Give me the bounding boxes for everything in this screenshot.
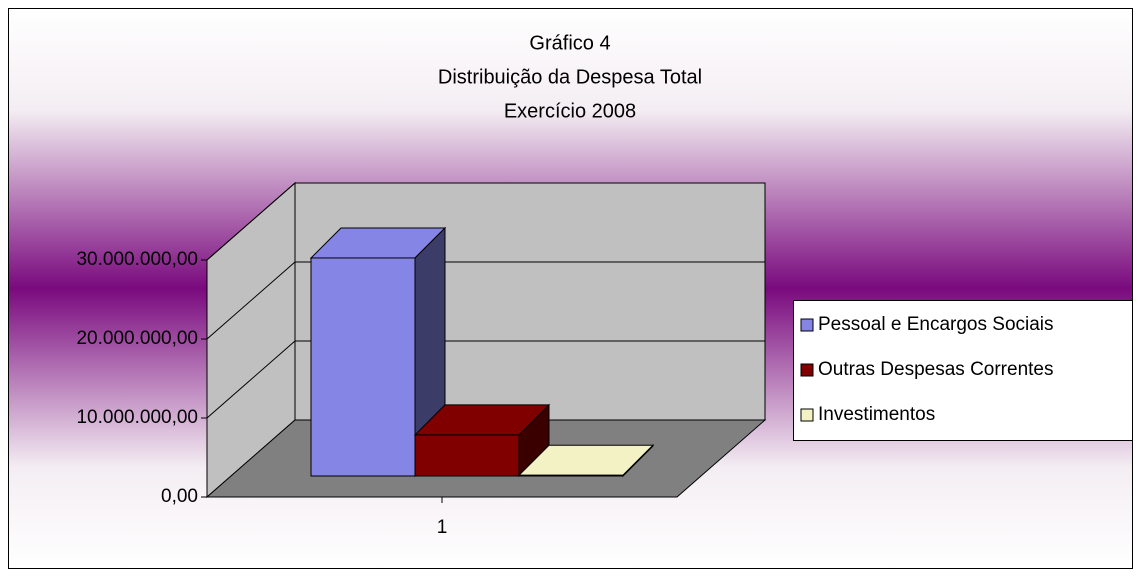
bar xyxy=(518,474,624,477)
bar-side-shade xyxy=(623,445,653,476)
y-tick-label: 30.000.000,00 xyxy=(76,249,198,270)
y-tick-label: 20.000.000,00 xyxy=(76,328,198,349)
chart-title: Gráfico 4 xyxy=(529,32,610,54)
legend-swatch xyxy=(800,363,814,377)
legend-label: Pessoal e Encargos Sociais xyxy=(818,314,1054,335)
chart-title: Exercício 2008 xyxy=(504,100,636,122)
grid-line xyxy=(206,340,296,419)
bar xyxy=(414,434,520,477)
legend-swatch xyxy=(800,408,814,422)
grid-line xyxy=(206,261,296,340)
legend-swatch xyxy=(800,318,814,332)
chart-title: Distribuição da Despesa Total xyxy=(438,66,702,88)
legend-label: Outras Despesas Correntes xyxy=(818,359,1054,380)
grid-line xyxy=(206,182,296,261)
y-tick-label: 10.000.000,00 xyxy=(76,407,198,428)
x-tick-label: 1 xyxy=(437,517,448,538)
legend xyxy=(793,300,1133,441)
bar-side-shade xyxy=(519,404,549,476)
y-tick-label: 0,00 xyxy=(161,486,198,507)
bar xyxy=(310,257,416,477)
legend-label: Investimentos xyxy=(818,404,935,425)
